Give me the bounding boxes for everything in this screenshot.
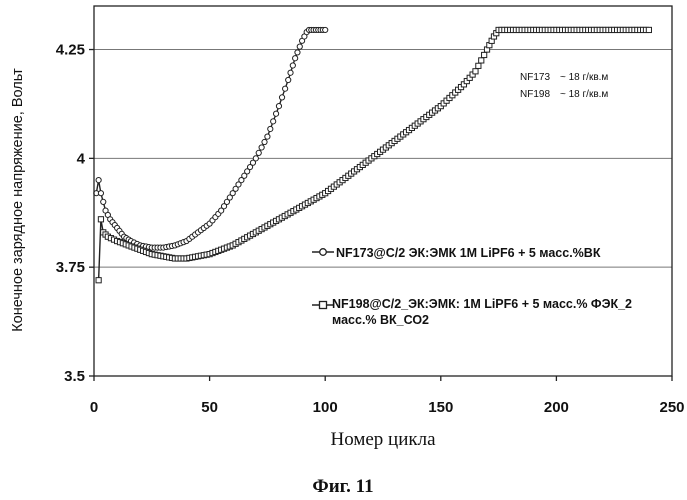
y-tick-label-1: 3.75 bbox=[56, 259, 85, 276]
series-1-point-0 bbox=[96, 278, 101, 283]
legend: NF173@C/2 ЭК:ЭМК 1M LiPF6 + 5 масс.%ВК N… bbox=[312, 246, 667, 340]
series-0-point-74 bbox=[297, 44, 302, 49]
series-layer bbox=[94, 27, 652, 282]
series-0-point-66 bbox=[276, 104, 281, 109]
series-0-point-69 bbox=[286, 77, 291, 82]
series-0-point-67 bbox=[279, 95, 284, 100]
x-axis-label: Номер цикла bbox=[330, 429, 436, 450]
series-0-point-64 bbox=[271, 119, 276, 124]
series-1-point-192 bbox=[646, 27, 651, 32]
series-1-point-1 bbox=[98, 217, 103, 222]
series-0-point-60 bbox=[259, 145, 264, 150]
x-tick-label-0: 0 bbox=[90, 399, 98, 416]
legend-marker-nf198 bbox=[320, 302, 327, 309]
y-tick-label-3: 4.25 bbox=[56, 42, 85, 59]
series-0-point-63 bbox=[268, 126, 273, 131]
y-tick-label-0: 3.5 bbox=[64, 368, 85, 385]
legend-label-nf198-box: NF198@C/2_ЭК:ЭМК: 1M LiPF6 + 5 масс.% ФЭ… bbox=[332, 296, 667, 340]
x-tick-label-3: 150 bbox=[428, 399, 453, 416]
series-0-point-72 bbox=[293, 56, 298, 61]
x-tick-label-1: 50 bbox=[201, 399, 218, 416]
note-label-nf173: NF173 bbox=[520, 72, 550, 83]
note-value-nf173: ~ 18 г/кв.м bbox=[560, 72, 608, 83]
series-1-point-133 bbox=[479, 58, 484, 63]
figure-caption: Фиг. 11 bbox=[312, 476, 373, 497]
y-tick-label-2: 4 bbox=[77, 150, 86, 167]
note-value-nf198: ~ 18 г/кв.м bbox=[560, 89, 608, 100]
series-0-point-1 bbox=[96, 178, 101, 183]
series-0 bbox=[94, 27, 328, 250]
series-1-point-131 bbox=[473, 69, 478, 74]
series-0-point-71 bbox=[290, 63, 295, 68]
series-0-point-2 bbox=[98, 191, 103, 196]
series-0-point-62 bbox=[265, 134, 270, 139]
legend-entry-nf173: NF173@C/2 ЭК:ЭМК 1M LiPF6 + 5 масс.%ВК bbox=[312, 246, 601, 260]
y-axis-label: Конечное зарядное напряжение, Вольт bbox=[10, 68, 26, 332]
x-tick-label-5: 250 bbox=[659, 399, 684, 416]
legend-marker-nf173 bbox=[320, 249, 327, 256]
legend-entry-nf198: NF198@C/2_ЭК:ЭМК: 1M LiPF6 + 5 масс.% ФЭ… bbox=[312, 296, 667, 340]
series-1-point-132 bbox=[476, 63, 481, 68]
series-0-point-65 bbox=[273, 111, 278, 116]
series-0-point-61 bbox=[262, 139, 267, 144]
series-0-point-3 bbox=[101, 199, 106, 204]
series-0-point-85 bbox=[323, 27, 328, 32]
series-0-point-70 bbox=[288, 70, 293, 75]
note-label-nf198: NF198 bbox=[520, 89, 550, 100]
legend-label-nf173: NF173@C/2 ЭК:ЭМК 1M LiPF6 + 5 масс.%ВК bbox=[336, 246, 601, 260]
x-tick-label-2: 100 bbox=[313, 399, 338, 416]
series-0-point-73 bbox=[295, 50, 300, 55]
series-0-point-58 bbox=[253, 156, 258, 161]
loading-notes: NF173 ~ 18 г/кв.м NF198 ~ 18 г/кв.м bbox=[520, 72, 608, 100]
series-1-point-134 bbox=[482, 52, 487, 57]
series-0-point-59 bbox=[256, 150, 261, 155]
series-0-point-68 bbox=[283, 86, 288, 91]
x-tick-label-4: 200 bbox=[544, 399, 569, 416]
legend-label-nf198: NF198@C/2_ЭК:ЭМК: 1M LiPF6 + 5 масс.% ФЭ… bbox=[332, 296, 657, 328]
